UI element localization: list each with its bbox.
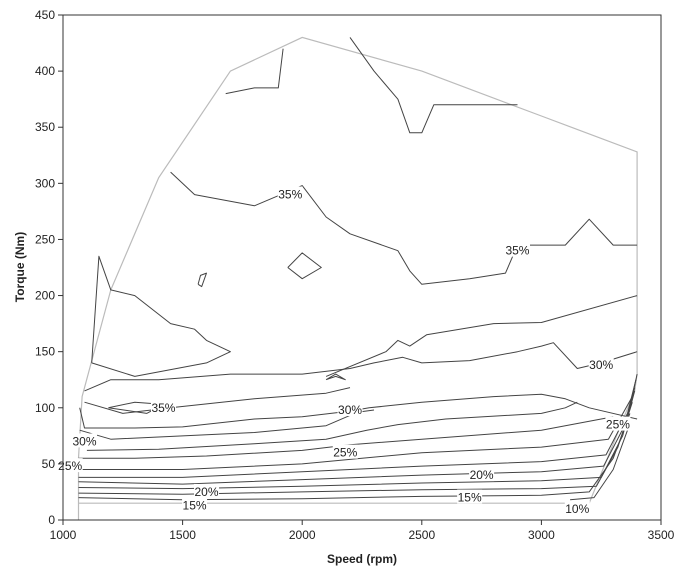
contour-label-bg: [332, 444, 358, 459]
contour-label-6: 25%: [606, 418, 630, 432]
contour-label-8: 25%: [333, 446, 357, 460]
contour-label-bg: [469, 467, 495, 482]
operating-boundary: [77, 36, 638, 520]
contour-line-22: [349, 37, 518, 134]
contour-label-12: 15%: [458, 491, 482, 505]
contour-label-bg: [504, 242, 530, 257]
x-tick-label: 2500: [408, 528, 435, 542]
y-tick-label: 300: [35, 176, 55, 190]
contour-label-10: 20%: [470, 468, 494, 482]
y-tick-label: 0: [48, 513, 55, 527]
contour-line-10: [79, 409, 375, 440]
y-tick-label: 350: [35, 120, 55, 134]
contour-label-bg: [457, 489, 483, 504]
contour-label-9: 25%: [58, 459, 82, 473]
contour-label-bg: [588, 357, 614, 372]
contour-label-bg: [150, 399, 176, 414]
contour-label-5: 30%: [338, 403, 362, 417]
contour-line-15: [325, 295, 638, 377]
contour-line-21: [225, 48, 284, 95]
x-tick-label: 3000: [528, 528, 555, 542]
contour-label-4: 35%: [151, 401, 175, 415]
contour-label-3: 30%: [589, 358, 613, 372]
contour-label-bg: [72, 433, 98, 448]
x-tick-label: 1500: [169, 528, 196, 542]
x-axis-title: Speed (rpm): [327, 552, 397, 566]
contour-label-14: 10%: [565, 502, 589, 516]
contour-label-13: 15%: [183, 498, 207, 512]
x-tick-label: 2000: [289, 528, 316, 542]
contour-label-bg: [337, 402, 363, 417]
contour-line-12: [84, 387, 351, 414]
contour-label-bg: [182, 497, 208, 512]
contour-line-14: [84, 342, 638, 392]
contour-label-bg: [605, 416, 631, 431]
axis-ticks: 1000 1500 2000 2500 3000 3500 0 50 100 150 200 250 3…: [35, 8, 675, 542]
contour-line-19: [197, 272, 207, 288]
contour-line-7: [78, 373, 638, 470]
contour-label-1: 35%: [278, 188, 302, 202]
y-tick-label: 50: [42, 457, 56, 471]
y-tick-label: 200: [35, 289, 55, 303]
contour-line-9: [86, 401, 578, 451]
contour-line-1: [570, 430, 628, 501]
y-axis-title: Torque (Nm): [13, 232, 27, 302]
contour-line-20: [287, 252, 322, 280]
contour-label-bg: [277, 186, 303, 201]
contour-label-7: 30%: [73, 434, 97, 448]
y-tick-label: 250: [35, 232, 55, 246]
contour-label-2: 35%: [505, 244, 529, 258]
y-tick-label: 400: [35, 64, 55, 78]
contour-line-18: [170, 171, 638, 285]
contour-label-bg: [194, 483, 220, 498]
x-tick-label: 3500: [648, 528, 675, 542]
contour-lines: [77, 36, 638, 520]
contour-line-17: [91, 255, 231, 377]
x-tick-label: 1000: [50, 528, 77, 542]
contour-line-8: [78, 416, 614, 459]
y-tick-label: 450: [35, 8, 55, 22]
y-tick-label: 150: [35, 345, 55, 359]
contour-labels: 35%35%30%35% 30%25%30%25%25%20%20% 15%15% 1…: [57, 186, 631, 516]
y-tick-label: 100: [35, 401, 55, 415]
contour-label-11: 20%: [195, 485, 219, 499]
contour-label-bg: [564, 500, 590, 515]
plot-frame: [62, 14, 662, 521]
contour-line-16: [325, 373, 346, 381]
contour-label-bg: [57, 458, 83, 473]
